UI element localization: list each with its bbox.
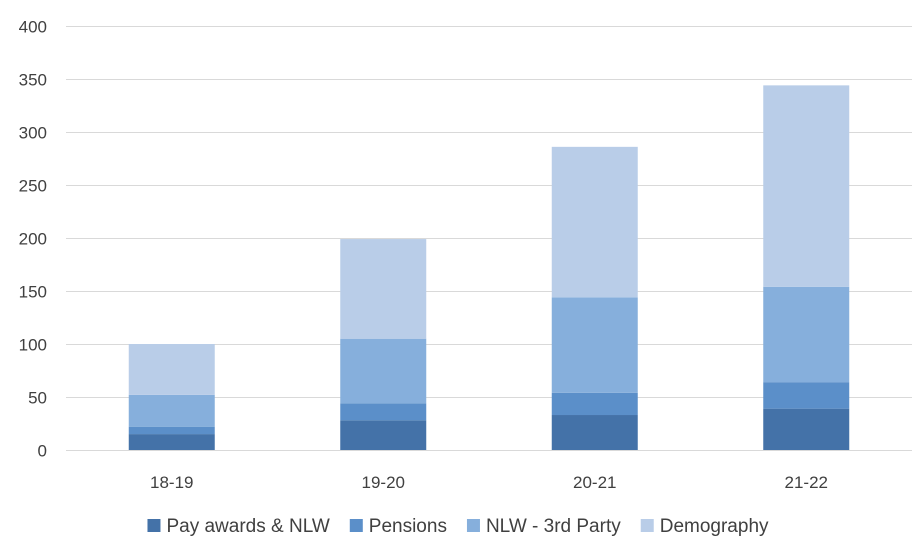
y-tick-label: 200: [19, 230, 47, 249]
legend-swatch: [349, 519, 363, 532]
bar-segment-18-19-pay-awards-nlw: [128, 434, 215, 450]
x-tick-label: 20-21: [573, 473, 616, 492]
y-axis: 0 50 100 150 200 250 300 350 400: [19, 18, 47, 461]
legend-item-pensions: Pensions: [349, 516, 447, 537]
bar-segment-19-20-pensions: [340, 403, 427, 421]
bar-segment-20-21-demography: [551, 146, 638, 298]
y-tick-label: 400: [19, 18, 47, 37]
y-tick-label: 100: [19, 336, 47, 355]
y-tick-label: 300: [19, 124, 47, 143]
x-tick-label: 21-22: [785, 473, 828, 492]
bar-segment-19-20-pay-awards-nlw: [340, 420, 427, 450]
legend: Pay awards & NLW Pensions NLW - 3rd Party D…: [147, 516, 769, 537]
bar-segment-21-22-nlw-3rd-party: [763, 286, 850, 383]
x-tick-label: 18-19: [150, 473, 193, 492]
bar-segment-21-22-pay-awards-nlw: [763, 408, 850, 450]
y-tick-label: 250: [19, 177, 47, 196]
legend-label: Demography: [660, 516, 769, 537]
legend-swatch: [466, 519, 480, 532]
bar-segment-20-21-pay-awards-nlw: [551, 415, 638, 450]
legend-item-demography: Demography: [640, 516, 769, 537]
legend-label: Pensions: [369, 516, 447, 537]
bar-segment-21-22-demography: [763, 85, 850, 287]
y-tick-label: 150: [19, 283, 47, 302]
bar-segment-18-19-nlw-3rd-party: [128, 394, 215, 427]
x-axis: 18-19 19-20 20-21 21-22: [150, 473, 828, 492]
y-tick-label: 350: [19, 71, 47, 90]
legend-item-nlw-3rd-party: NLW - 3rd Party: [466, 516, 621, 537]
y-tick-label: 0: [38, 442, 47, 461]
bar-segment-20-21-nlw-3rd-party: [551, 297, 638, 393]
legend-label: Pay awards & NLW: [166, 516, 329, 537]
y-tick-label: 50: [28, 389, 47, 408]
bar-segment-20-21-pensions: [551, 392, 638, 416]
bars: [128, 85, 850, 450]
bar-segment-19-20-demography: [340, 239, 427, 339]
legend-swatch: [147, 519, 161, 532]
bar-segment-21-22-pensions: [763, 382, 850, 409]
legend-item-pay-awards-nlw: Pay awards & NLW: [147, 516, 330, 537]
legend-swatch: [640, 519, 654, 532]
bar-segment-19-20-nlw-3rd-party: [340, 338, 427, 404]
x-tick-label: 19-20: [362, 473, 405, 492]
legend-label: NLW - 3rd Party: [486, 516, 621, 537]
bar-segment-18-19-pensions: [128, 426, 215, 435]
bar-segment-18-19-demography: [128, 344, 215, 395]
